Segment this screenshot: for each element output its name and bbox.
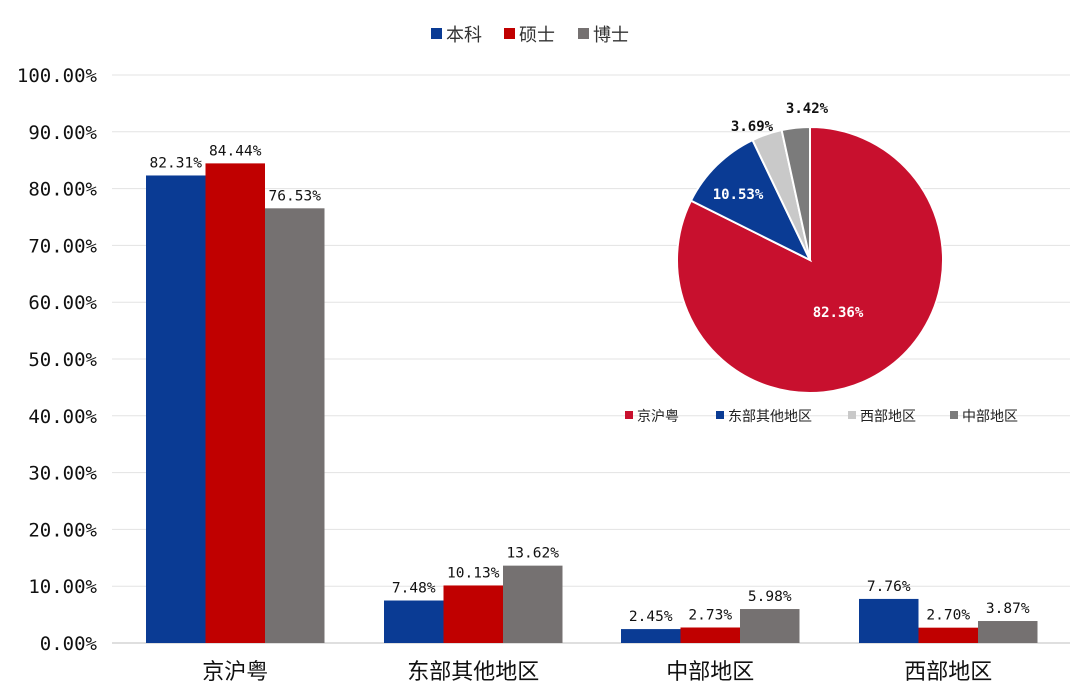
legend-swatch: [504, 28, 515, 39]
y-tick-label: 30.00%: [28, 463, 97, 485]
pie-legend-label: 东部其他地区: [728, 409, 812, 425]
legend-swatch: [578, 28, 589, 39]
y-tick-label: 40.00%: [28, 406, 97, 428]
bar: [443, 585, 503, 643]
pie-legend-swatch: [848, 411, 856, 419]
bar: [621, 629, 681, 643]
bar-data-label: 84.44%: [209, 143, 262, 159]
bar-data-label: 2.70%: [926, 608, 970, 624]
y-tick-label: 100.00%: [17, 65, 98, 87]
y-tick-label: 80.00%: [28, 179, 97, 201]
bar-data-labels: 82.31% 84.44% 76.53% 7.48% 10.13% 13.62% 2.45%…: [150, 143, 1030, 625]
pie-data-labels: 82.36% 10.53% 3.69% 3.42%: [713, 101, 864, 321]
y-axis-ticks: 0.00% 10.00% 20.00% 30.00% 40.00% 50.00% 60.00…: [17, 65, 98, 655]
bar: [978, 621, 1038, 643]
bar: [384, 600, 444, 643]
bar-data-label: 7.76%: [867, 579, 911, 595]
bar: [740, 609, 800, 643]
y-tick-label: 70.00%: [28, 235, 97, 257]
bar-data-label: 3.87%: [986, 601, 1030, 617]
pie-chart: [676, 125, 944, 394]
bar: [918, 627, 978, 643]
y-tick-label: 50.00%: [28, 349, 97, 371]
bars: [146, 163, 1038, 644]
legend-label: 博士: [593, 25, 629, 46]
pie-slice: [689, 138, 813, 263]
y-tick-label: 60.00%: [28, 292, 97, 314]
bar-data-label: 13.62%: [507, 546, 560, 562]
legend-swatch: [431, 28, 442, 39]
x-category-label: 中部地区: [666, 660, 754, 685]
bar-data-label: 76.53%: [269, 188, 322, 204]
legend-label: 本科: [446, 25, 482, 46]
bar-data-label: 82.31%: [150, 155, 203, 171]
y-tick-label: 10.00%: [28, 576, 97, 598]
pie-legend-swatch: [625, 411, 633, 419]
bar: [503, 565, 563, 643]
pie-legend-label: 京沪粤: [637, 409, 679, 425]
bar-data-label: 2.73%: [688, 607, 732, 623]
x-category-label: 京沪粤: [202, 660, 268, 685]
bar-data-label: 5.98%: [748, 589, 792, 605]
bar: [265, 208, 325, 643]
pie-slice: [780, 125, 811, 261]
pie-legend-swatch: [950, 411, 958, 419]
pie-legend-label: 西部地区: [860, 409, 916, 425]
bar: [146, 175, 206, 644]
legend-label: 硕士: [519, 25, 555, 46]
bar: [680, 627, 740, 643]
pie-legend-label: 中部地区: [962, 409, 1018, 425]
y-tick-label: 20.00%: [28, 519, 97, 541]
y-tick-label: 90.00%: [28, 122, 97, 144]
bar-data-label: 7.48%: [392, 581, 436, 597]
pie-slice-label: 10.53%: [713, 187, 764, 203]
pie-slice-label: 3.42%: [786, 101, 829, 117]
x-axis-categories: 京沪粤 东部其他地区 中部地区 西部地区: [202, 660, 992, 685]
bar: [859, 598, 919, 643]
pie-slice-label: 82.36%: [813, 305, 864, 321]
pie-legend-swatch: [716, 411, 724, 419]
bar-data-label: 2.45%: [629, 609, 673, 625]
pie-slice-label: 3.69%: [731, 119, 774, 135]
bar: [205, 163, 265, 643]
y-tick-label: 0.00%: [40, 633, 98, 655]
pie-legend: 京沪粤 东部其他地区 西部地区 中部地区: [625, 409, 1018, 425]
x-category-label: 东部其他地区: [407, 660, 539, 685]
bar-data-label: 10.13%: [447, 565, 500, 581]
x-category-label: 西部地区: [904, 660, 992, 685]
bar-legend: 本科 硕士 博士: [431, 25, 629, 46]
